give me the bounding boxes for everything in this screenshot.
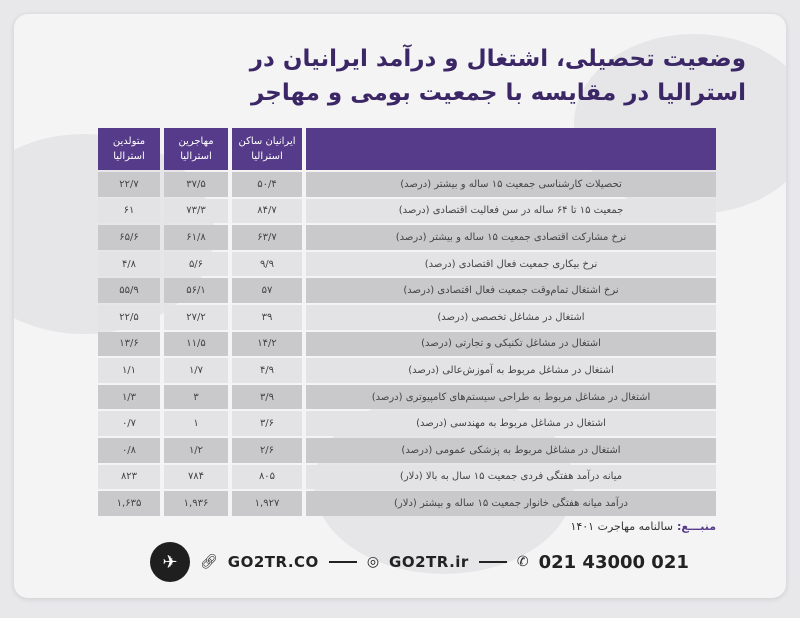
cell-label: نرخ اشتغال تمام‌وقت جمعیت فعال اقتصادی (… — [306, 278, 716, 303]
comparison-table: متولدین استرالیا مهاجرین استرالیا ایرانی… — [98, 128, 716, 516]
cell-immigrants: ۱/۲ — [164, 437, 228, 463]
divider — [328, 561, 357, 563]
cell-iranians: ۲/۶ — [232, 437, 302, 463]
cell-natives: ۱/۱ — [98, 358, 160, 383]
cell-immigrants: ۱,۹۳۶ — [164, 491, 228, 516]
table-row: ۰/۷ ۱ ۳/۶ اشتغال در مشاغل مربوط به مهندسی (… — [98, 411, 716, 436]
cell-natives: ۴/۸ — [98, 251, 160, 277]
cell-natives: ۸۲۳ — [98, 464, 160, 490]
table-body: ۲۲/۷ ۳۷/۵ ۵۰/۴ تحصیلات کارشناسی جمعیت ۱۵ سا… — [98, 172, 716, 516]
table-row: ۰/۸ ۱/۲ ۲/۶ اشتغال در مشاغل مربوط به پزشکی … — [98, 437, 716, 463]
cell-natives: ۰/۷ — [98, 411, 160, 436]
logo-icon: ✈ — [150, 542, 190, 582]
cell-immigrants: ۷۳/۳ — [164, 198, 228, 224]
cell-immigrants: ۷۸۴ — [164, 464, 228, 490]
phone-icon: ✆ — [516, 554, 529, 570]
footer: ✈ 🔗︎ GO2TR.CO ◎ GO2TR.ir ✆ 021 43000 021 — [150, 542, 689, 582]
cell-iranians: ۳/۶ — [232, 411, 302, 436]
cell-natives: ۶۵/۶ — [98, 225, 160, 250]
source-label: منبـــع: — [677, 520, 716, 533]
header-natives: متولدین استرالیا — [98, 128, 160, 170]
table-row: ۸۲۳ ۷۸۴ ۸۰۵ میانه درآمد هفتگی فردی جمعیت ۱۵… — [98, 464, 716, 490]
cell-iranians: ۵۷ — [232, 278, 302, 303]
table-row: ۶۵/۶ ۶۱/۸ ۶۳/۷ نرخ مشارکت اقتصادی جمعیت ۱۵ … — [98, 225, 716, 250]
table-row: ۲۲/۷ ۳۷/۵ ۵۰/۴ تحصیلات کارشناسی جمعیت ۱۵ سا… — [98, 172, 716, 197]
cell-iranians: ۸۰۵ — [232, 464, 302, 490]
cell-immigrants: ۲۷/۲ — [164, 304, 228, 330]
cell-immigrants: ۵۶/۱ — [164, 278, 228, 303]
title-line-1: وضعیت تحصیلی، اشتغال و درآمد ایرانیان در — [249, 46, 746, 72]
table-row: ۲۲/۵ ۲۷/۲ ۳۹ اشتغال در مشاغل تخصصی (درصد) — [98, 304, 716, 330]
table-row: ۵۵/۹ ۵۶/۱ ۵۷ نرخ اشتغال تمام‌وقت جمعیت فعال… — [98, 278, 716, 303]
cell-natives: ۰/۸ — [98, 437, 160, 463]
instagram-icon: ◎ — [366, 554, 380, 570]
cell-iranians: ۴/۹ — [232, 358, 302, 383]
cell-label: نرخ بیکاری جمعیت فعال اقتصادی (درصد) — [306, 251, 716, 277]
cell-iranians: ۳/۹ — [232, 384, 302, 410]
cell-immigrants: ۳ — [164, 384, 228, 410]
table-row: ۶۱ ۷۳/۳ ۸۴/۷ جمعیت ۱۵ تا ۶۴ ساله در سن فعال… — [98, 198, 716, 224]
cell-iranians: ۱۴/۲ — [232, 331, 302, 357]
table-row: ۴/۸ ۵/۶ ۹/۹ نرخ بیکاری جمعیت فعال اقتصادی (… — [98, 251, 716, 277]
header-iranians: ایرانیان ساکن استرالیا — [232, 128, 302, 170]
cell-label: اشتغال در مشاغل مربوط به آموزش‌عالی (درص… — [306, 358, 716, 383]
cell-iranians: ۱,۹۲۷ — [232, 491, 302, 516]
page-title: وضعیت تحصیلی، اشتغال و درآمد ایرانیان در… — [114, 42, 746, 110]
source-note: منبـــع:سالنامه مهاجرت ۱۴۰۱ — [570, 520, 716, 533]
cell-label: جمعیت ۱۵ تا ۶۴ ساله در سن فعالیت اقتصادی… — [306, 198, 716, 224]
cell-label: اشتغال در مشاغل مربوط به مهندسی (درصد) — [306, 411, 716, 436]
cell-immigrants: ۱/۷ — [164, 358, 228, 383]
cell-natives: ۱/۳ — [98, 384, 160, 410]
phone-number[interactable]: 021 43000 021 — [538, 551, 689, 573]
cell-iranians: ۶۳/۷ — [232, 225, 302, 250]
cell-label: میانه درآمد هفتگی فردی جمعیت ۱۵ سال به ب… — [306, 464, 716, 490]
cell-label: اشتغال در مشاغل مربوط به پزشکی عمومی (در… — [306, 437, 716, 463]
cell-natives: ۵۵/۹ — [98, 278, 160, 303]
website-link[interactable]: GO2TR.CO — [227, 553, 319, 571]
cell-iranians: ۸۴/۷ — [232, 198, 302, 224]
cell-immigrants: ۱ — [164, 411, 228, 436]
header-indicator — [306, 128, 716, 170]
instagram-link[interactable]: GO2TR.ir — [389, 553, 469, 571]
cell-natives: ۶۱ — [98, 198, 160, 224]
cell-iranians: ۳۹ — [232, 304, 302, 330]
cell-label: نرخ مشارکت اقتصادی جمعیت ۱۵ ساله و بیشتر… — [306, 225, 716, 250]
table-row: ۱/۳ ۳ ۳/۹ اشتغال در مشاغل مربوط به طراحی سی… — [98, 384, 716, 410]
cell-natives: ۲۲/۷ — [98, 172, 160, 197]
header-immigrants: مهاجرین استرالیا — [164, 128, 228, 170]
cell-immigrants: ۶۱/۸ — [164, 225, 228, 250]
divider — [478, 561, 507, 563]
link-icon: 🔗︎ — [200, 554, 218, 570]
cell-iranians: ۹/۹ — [232, 251, 302, 277]
cell-immigrants: ۵/۶ — [164, 251, 228, 277]
source-text: سالنامه مهاجرت ۱۴۰۱ — [570, 520, 674, 533]
cell-label: درآمد میانه هفتگی خانوار جمعیت ۱۵ ساله و… — [306, 491, 716, 516]
table-row: ۱۳/۶ ۱۱/۵ ۱۴/۲ اشتغال در مشاغل تکنیکی و تجا… — [98, 331, 716, 357]
cell-immigrants: ۱۱/۵ — [164, 331, 228, 357]
cell-natives: ۱۳/۶ — [98, 331, 160, 357]
cell-natives: ۲۲/۵ — [98, 304, 160, 330]
table-row: ۱,۶۳۵ ۱,۹۳۶ ۱,۹۲۷ درآمد میانه هفتگی خانوار … — [98, 491, 716, 516]
cell-iranians: ۵۰/۴ — [232, 172, 302, 197]
table-row: ۱/۱ ۱/۷ ۴/۹ اشتغال در مشاغل مربوط به آموزش‌… — [98, 358, 716, 383]
cell-immigrants: ۳۷/۵ — [164, 172, 228, 197]
title-line-2: استرالیا در مقایسه با جمعیت بومی و مهاجر — [250, 80, 746, 106]
cell-label: اشتغال در مشاغل تخصصی (درصد) — [306, 304, 716, 330]
cell-natives: ۱,۶۳۵ — [98, 491, 160, 516]
cell-label: اشتغال در مشاغل تکنیکی و تجارتی (درصد) — [306, 331, 716, 357]
cell-label: تحصیلات کارشناسی جمعیت ۱۵ ساله و بیشتر (… — [306, 172, 716, 197]
cell-label: اشتغال در مشاغل مربوط به طراحی سیستم‌های… — [306, 384, 716, 410]
table-header: متولدین استرالیا مهاجرین استرالیا ایرانی… — [98, 128, 716, 170]
